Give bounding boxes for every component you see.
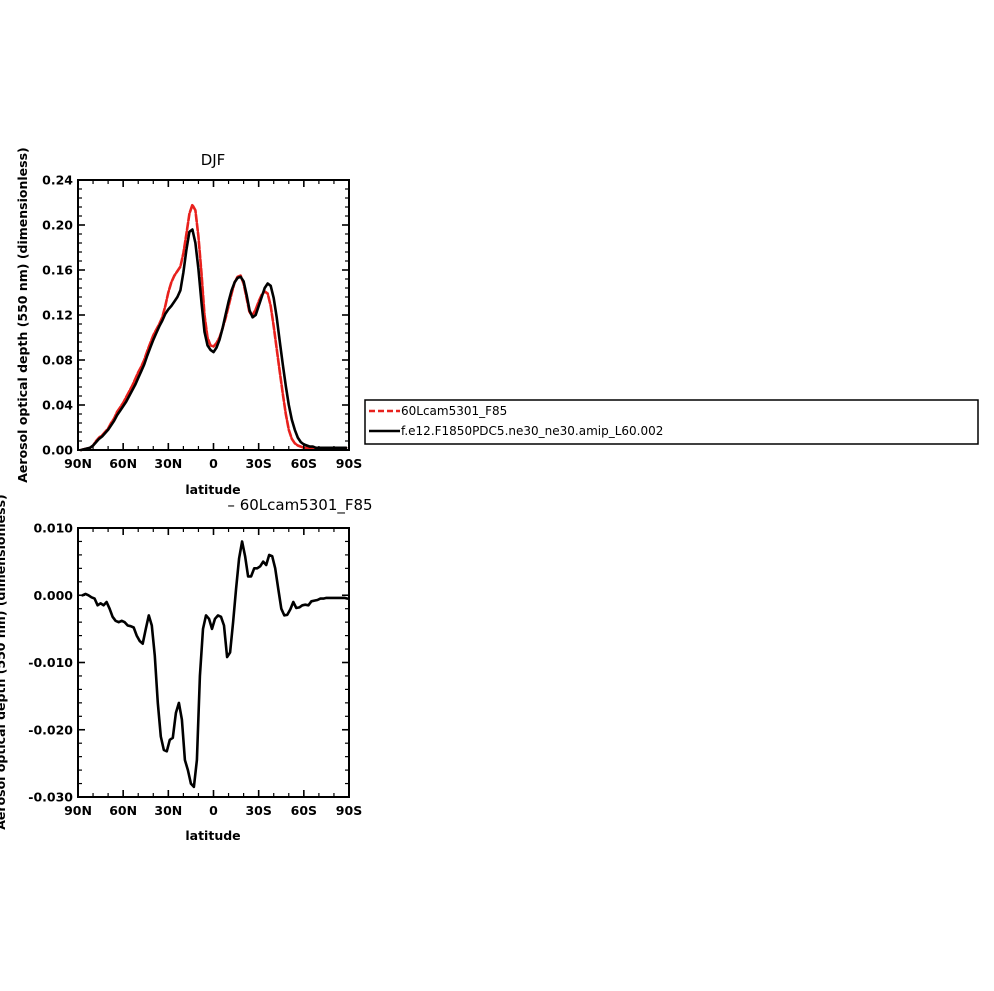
x-tick-label: 90S — [336, 803, 362, 818]
legend-label-series-2: f.e12.F1850PDC5.ne30_ne30.amip_L60.002 — [401, 424, 663, 438]
bottom-plot-area: 90N 60N 30N 0 30S 60S 90S -0.030 -0.020 -0.010 0.0… — [28, 521, 362, 819]
bottom-panel: – 60Lcam5301_F85 Aerosol optical depth (… — [0, 494, 373, 843]
y-tick-label: 0.16 — [42, 263, 73, 278]
x-tick-label: 60N — [109, 803, 137, 818]
series-line-1 — [79, 203, 348, 452]
x-tick-label: 0 — [209, 803, 218, 818]
y-tick-label: 0.08 — [42, 353, 73, 368]
top-y-axis-label: Aerosol optical depth (550 nm) (dimensio… — [15, 147, 30, 483]
x-tick-label: 90S — [336, 456, 362, 471]
top-plot-title: DJF — [201, 151, 226, 169]
y-tick-label: -0.020 — [28, 722, 73, 737]
legend-label-series-1: 60Lcam5301_F85 — [401, 404, 507, 418]
y-tick-label: 0.000 — [33, 588, 73, 603]
x-tick-label: 30S — [245, 456, 271, 471]
y-tick-label: 0.010 — [33, 521, 73, 536]
series-line-1 — [81, 540, 349, 789]
x-tick-label: 30N — [154, 456, 182, 471]
x-tick-label: 30N — [154, 803, 182, 818]
legend: 60Lcam5301_F85 f.e12.F1850PDC5.ne30_ne30… — [364, 399, 979, 445]
top-panel: DJF Aerosol optical depth (550 nm) (dime… — [15, 147, 362, 497]
x-tick-label: 90N — [64, 803, 92, 818]
x-tick-label: 30S — [245, 803, 271, 818]
y-tick-label: 0.12 — [42, 308, 73, 323]
series-line-2 — [79, 228, 348, 452]
x-tick-label: 60S — [291, 456, 317, 471]
y-tick-label: 0.04 — [42, 398, 73, 413]
y-tick-label: 0.20 — [42, 218, 73, 233]
top-x-axis-label: latitude — [185, 482, 240, 497]
y-tick-label: -0.030 — [28, 790, 73, 805]
x-tick-label: 90N — [64, 456, 92, 471]
legend-box — [364, 399, 979, 445]
x-tick-label: 60N — [109, 456, 137, 471]
bottom-x-axis-label: latitude — [185, 828, 240, 843]
y-tick-label: 0.00 — [42, 443, 73, 458]
bottom-y-axis-label: Aerosol optical depth (550 nm) (dimensio… — [0, 494, 8, 830]
x-tick-label: 0 — [209, 456, 218, 471]
y-tick-label: -0.010 — [28, 655, 73, 670]
x-tick-label: 60S — [291, 803, 317, 818]
top-plot-area: 90N 60N 30N 0 30S 60S 90S 0.00 0.04 0.08 0.12 0.16 0… — [42, 173, 362, 472]
bottom-plot-title: – 60Lcam5301_F85 — [227, 496, 372, 515]
y-tick-label: 0.24 — [42, 173, 73, 188]
